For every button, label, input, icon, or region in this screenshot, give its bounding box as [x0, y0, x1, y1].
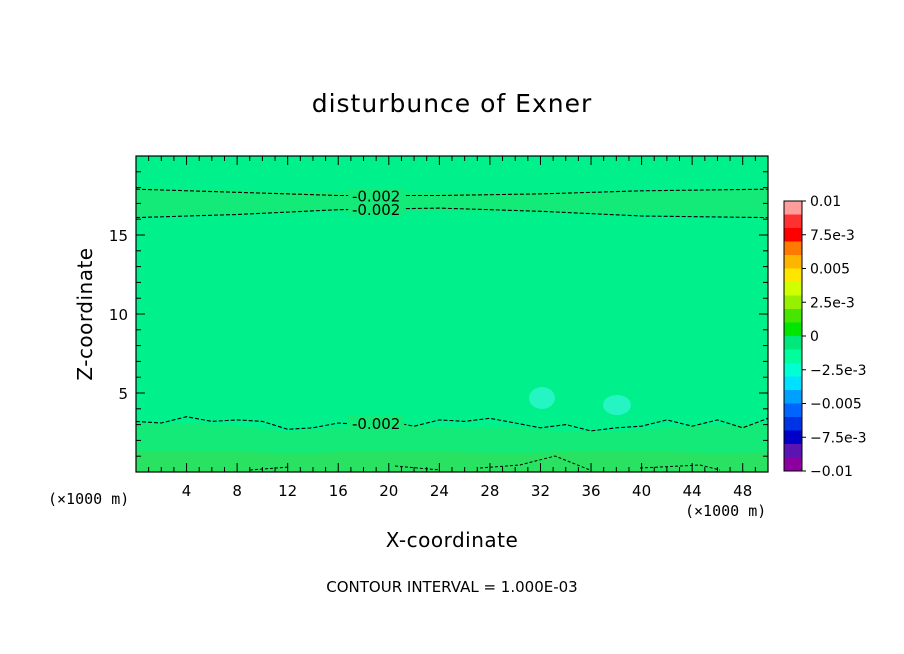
colorbar-swatch [784, 457, 802, 472]
contour-label-bg [348, 188, 405, 203]
colorbar-swatch [784, 363, 802, 377]
colorbar-swatch [784, 201, 802, 215]
colorbar-label: −2.5e-3 [810, 363, 867, 379]
cyan-blob-1 [529, 387, 555, 409]
colorbar-swatch [784, 255, 802, 269]
y-axis-ticks: 5 10 15 [109, 171, 768, 457]
colorbar-swatch [784, 295, 802, 310]
contour-line [136, 416, 768, 432]
plot-area: -0.002-0.002-0.002 [136, 156, 768, 472]
colorbar-swatch [784, 444, 802, 458]
contour-label-bg [348, 416, 405, 431]
x-axis-ticks: 4 8 12 16 20 24 28 32 36 40 44 48 [148, 156, 756, 500]
x-tick-label: 24 [430, 482, 449, 500]
colorbar-label: −0.005 [810, 397, 862, 413]
contour-label: -0.002 [352, 415, 400, 433]
x-tick-label: 36 [581, 482, 600, 500]
x-axis-label: X-coordinate [386, 528, 519, 552]
contour-label: -0.002 [352, 188, 400, 206]
colorbar: 0.01 7.5e-3 0.005 2.5e-3 0 −2.5e-3 −0.005 −7.5e… [783, 194, 867, 480]
contour-line [136, 188, 768, 197]
colorbar-swatch [784, 349, 802, 364]
x-tick-label: 4 [182, 482, 192, 500]
bottom-darker-band [136, 450, 768, 472]
colorbar-swatch [784, 376, 802, 391]
colorbar-label: 0 [810, 329, 819, 345]
x-tick-label: 28 [480, 482, 499, 500]
colorbar-swatch [784, 430, 802, 445]
contour-label: -0.002 [352, 201, 400, 219]
colorbar-swatch [784, 322, 802, 337]
colorbar-swatch [784, 309, 802, 323]
x-tick-label: 16 [329, 482, 348, 500]
contour-label-bg [348, 202, 405, 217]
upper-negative-band [136, 188, 768, 217]
x-tick-label: 48 [733, 482, 752, 500]
colorbar-label: −7.5e-3 [810, 430, 867, 446]
chart-title: disturbunce of Exner [312, 89, 593, 118]
colorbar-swatch [784, 214, 802, 229]
x-tick-label: 12 [278, 482, 297, 500]
x-tick-label: 40 [632, 482, 651, 500]
colorbar-swatch [784, 403, 802, 418]
colorbar-swatch [784, 336, 802, 350]
colorbar-label: 7.5e-3 [810, 228, 855, 244]
contour-interval-footer: CONTOUR INTERVAL = 1.000E-03 [326, 578, 577, 596]
x-tick-label: 44 [683, 482, 702, 500]
colorbar-swatch [784, 241, 802, 256]
contour-line [136, 207, 768, 219]
colorbar-label: 2.5e-3 [810, 295, 855, 311]
x-unit-left: (×1000 m) [48, 490, 129, 508]
y-tick-label: 10 [109, 306, 128, 324]
x-tick-label: 32 [531, 482, 550, 500]
colorbar-swatch [784, 268, 802, 283]
colorbar-swatch [784, 390, 802, 404]
y-tick-label: 5 [118, 385, 128, 403]
colorbar-label: 0.01 [810, 194, 841, 210]
colorbar-label: −0.01 [810, 464, 853, 480]
cyan-blob-2 [603, 395, 631, 415]
contour-lines: -0.002-0.002-0.002 [136, 188, 768, 433]
y-tick-label: 15 [109, 227, 128, 245]
x-unit-right: (×1000 m) [685, 502, 766, 520]
x-tick-label: 20 [379, 482, 398, 500]
y-axis-label: Z-coordinate [73, 247, 97, 380]
colorbar-swatch [784, 282, 802, 296]
colorbar-label: 0.005 [810, 262, 850, 278]
colorbar-swatch [784, 228, 802, 242]
colorbar-swatch [784, 417, 802, 431]
bottom-dashed-contour [249, 455, 721, 471]
x-tick-label: 8 [232, 482, 242, 500]
